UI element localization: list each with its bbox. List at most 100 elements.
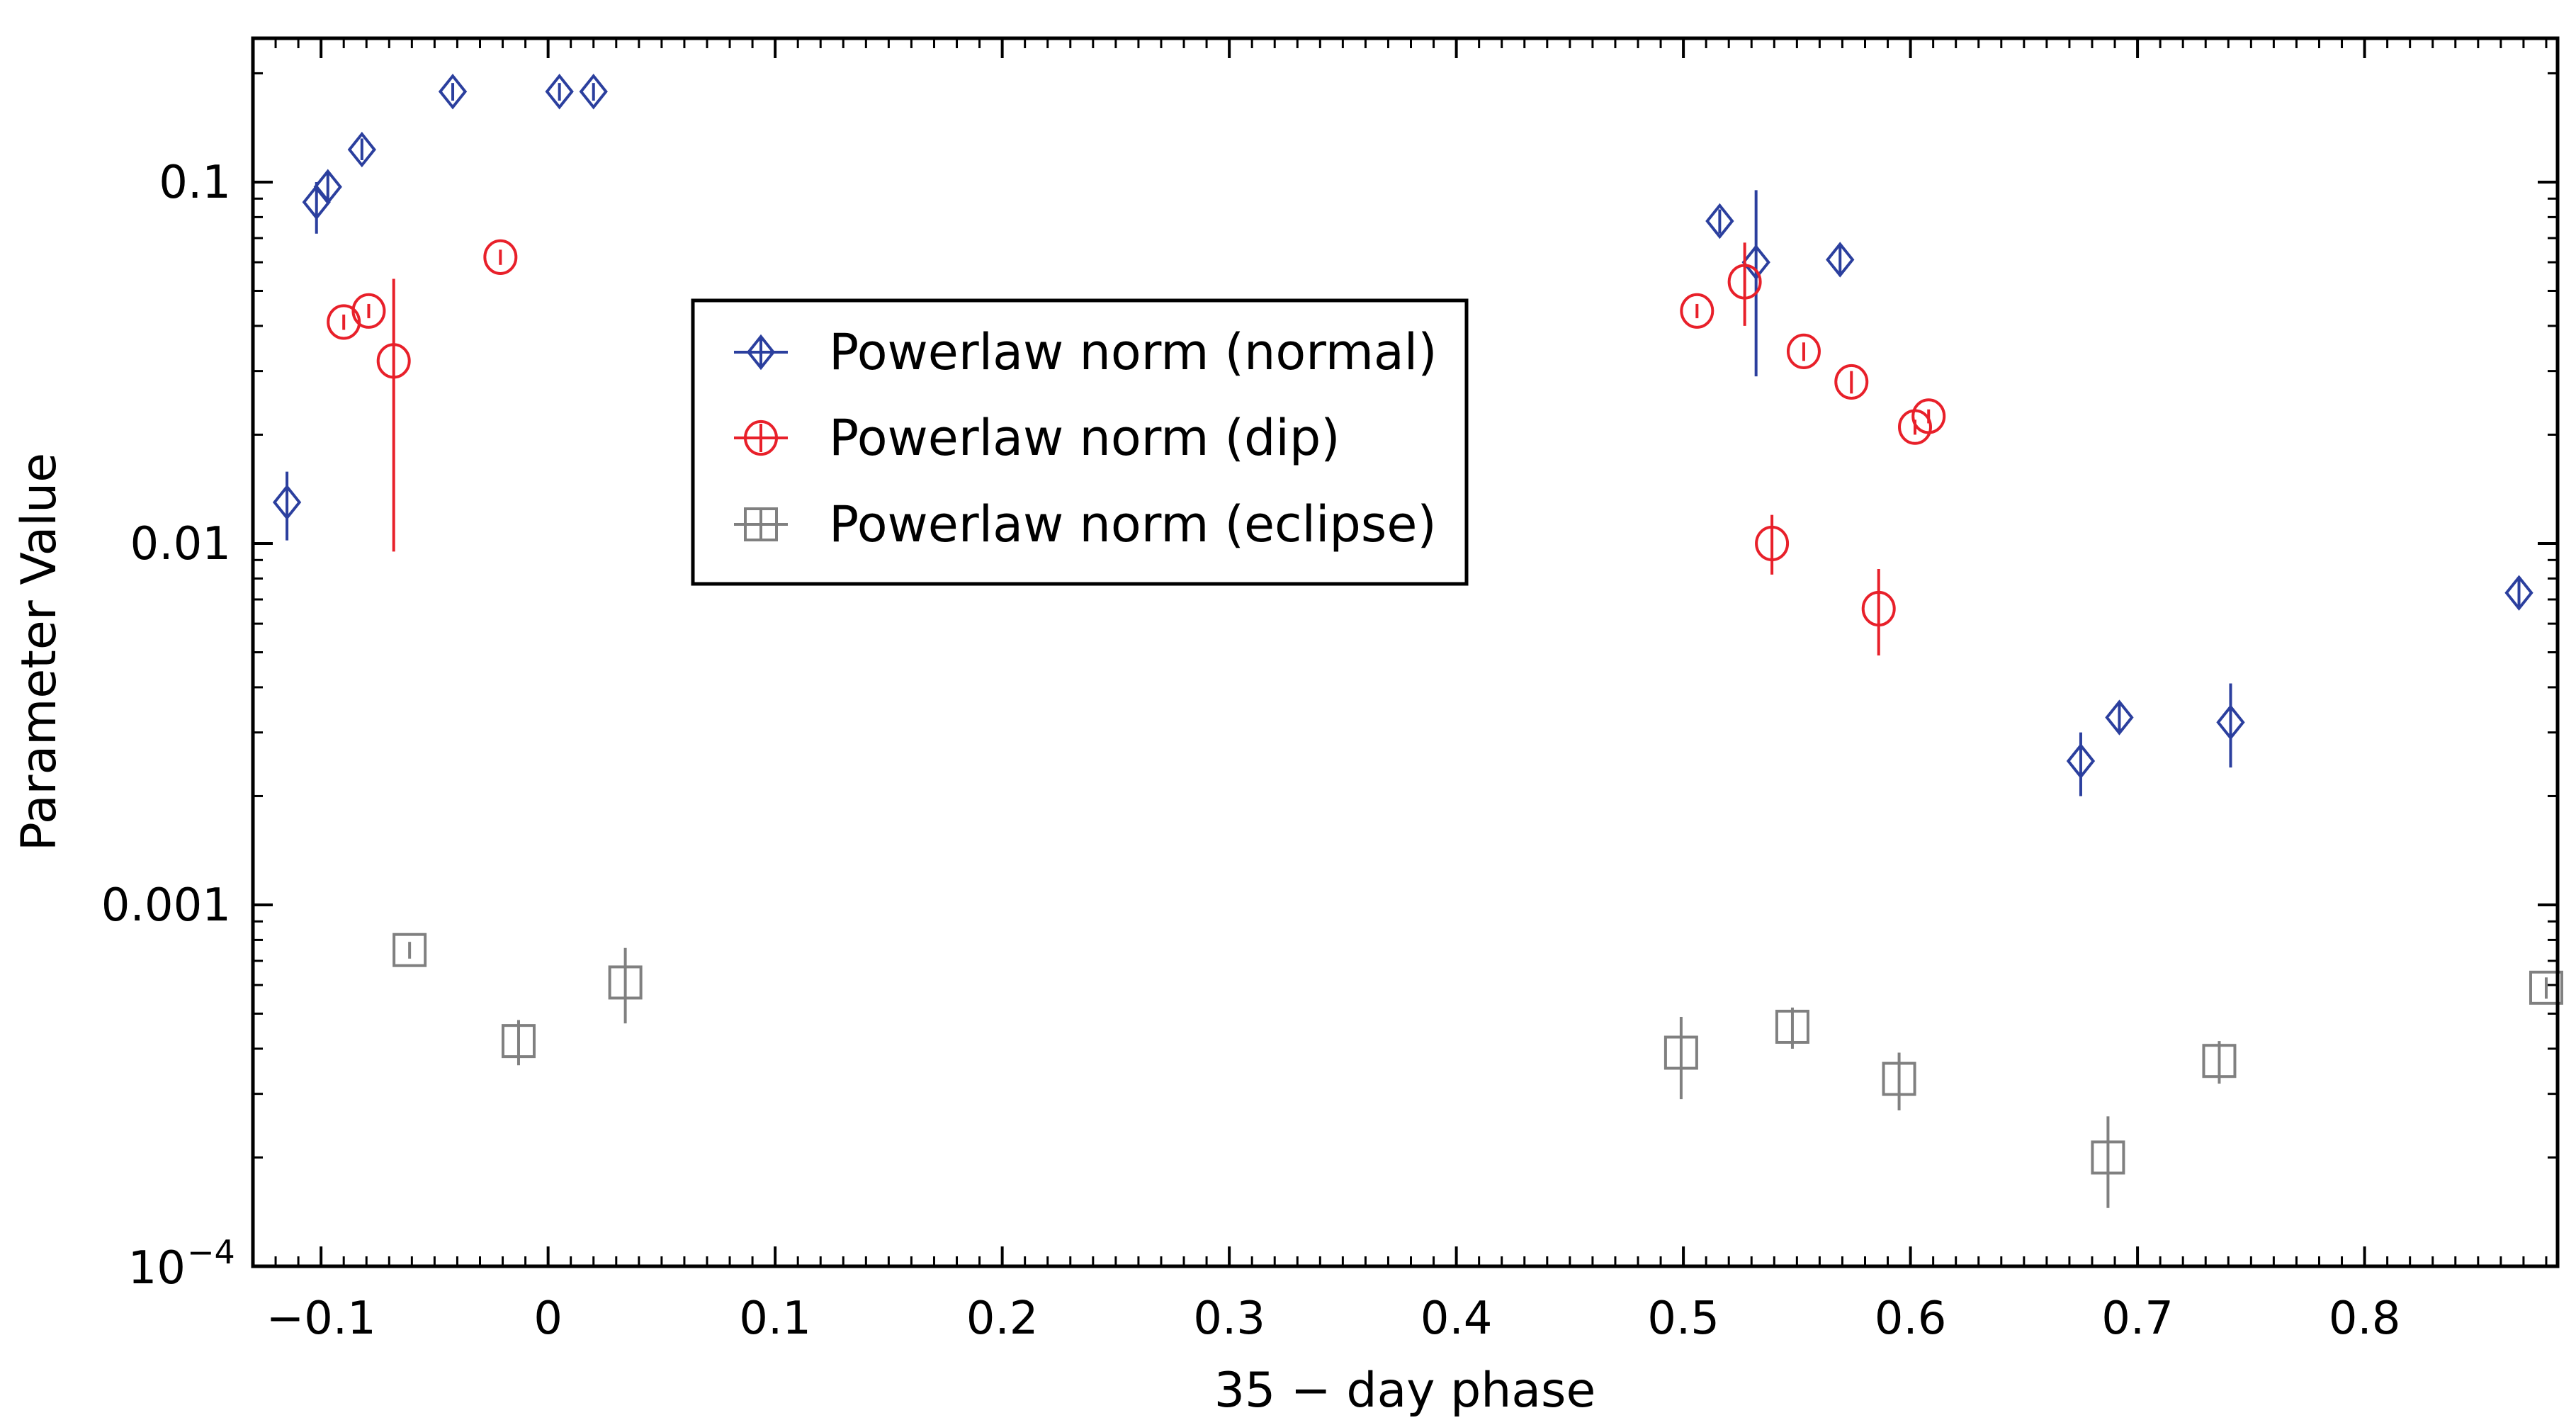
tick-labels: −0.1 0 0.1 0.2 0.3 0.4 0.5 0.6 0.7 0.8 0.1 0.01 0.00… xyxy=(101,157,2401,1345)
y-tick-label: 0.01 xyxy=(130,518,232,570)
data-point xyxy=(2216,683,2245,768)
data-point xyxy=(1786,333,1821,370)
x-axis-title: 35 − day phase xyxy=(1214,1363,1596,1419)
x-tick-label: 0.5 xyxy=(1647,1292,1719,1345)
data-point xyxy=(351,293,386,329)
x-tick-label: 0.3 xyxy=(1193,1292,1265,1345)
point-marker xyxy=(1755,525,1790,562)
data-point xyxy=(2504,575,2533,611)
point-marker xyxy=(1826,242,1855,278)
data-point xyxy=(392,933,427,967)
point-marker xyxy=(545,74,574,110)
legend-marker xyxy=(744,419,778,456)
point-marker xyxy=(1834,364,1869,400)
data-point xyxy=(376,278,411,552)
data-point xyxy=(1826,242,1855,278)
point-marker xyxy=(2529,970,2563,1005)
x-tick-label: 0.4 xyxy=(1420,1292,1493,1345)
point-marker xyxy=(438,74,468,110)
series-layer xyxy=(272,74,2563,1208)
point-marker xyxy=(501,1024,536,1059)
point-marker xyxy=(272,484,302,521)
point-marker xyxy=(1882,1061,1916,1096)
point-marker xyxy=(483,239,518,275)
legend-label: Powerlaw norm (normal) xyxy=(829,323,1437,381)
x-tick-label: 0.6 xyxy=(1875,1292,1947,1345)
series-square xyxy=(392,933,2563,1208)
data-point xyxy=(483,239,518,275)
major-ticks xyxy=(253,38,2558,1268)
legend-entry: Powerlaw norm (normal) xyxy=(734,323,1437,381)
x-tick-label: −0.1 xyxy=(266,1292,375,1345)
point-marker xyxy=(2202,1044,2237,1078)
point-marker xyxy=(313,169,342,205)
point-marker xyxy=(1680,293,1714,329)
point-marker xyxy=(2504,575,2533,611)
point-marker xyxy=(1741,244,1770,281)
data-point xyxy=(1882,1052,1916,1110)
y-axis-title: Parameter Value xyxy=(11,453,67,851)
data-point xyxy=(1911,398,1946,434)
x-tick-label: 0.8 xyxy=(2329,1292,2401,1345)
point-marker xyxy=(1775,1009,1809,1044)
plot-frame xyxy=(251,36,2560,1268)
point-marker xyxy=(351,293,386,329)
point-marker xyxy=(1786,333,1821,370)
y-tick-label: 0.1 xyxy=(159,157,231,209)
legend-marker xyxy=(746,334,776,371)
data-point xyxy=(313,169,342,205)
data-point xyxy=(327,304,361,340)
x-tick-label: 0.7 xyxy=(2101,1292,2174,1345)
point-marker xyxy=(347,131,376,168)
y-tick-label-exp: −4 xyxy=(187,1233,235,1271)
point-marker xyxy=(1861,590,1896,627)
data-point xyxy=(579,74,608,110)
legend-label: Powerlaw norm (dip) xyxy=(829,409,1340,467)
point-marker xyxy=(1727,264,1762,300)
series-diamond xyxy=(272,74,2533,796)
point-marker xyxy=(2091,1140,2125,1175)
data-point xyxy=(2202,1041,2237,1084)
point-marker xyxy=(376,343,411,379)
data-point xyxy=(2091,1116,2125,1208)
data-point xyxy=(501,1020,536,1066)
point-marker xyxy=(392,933,427,967)
point-marker xyxy=(1663,1035,1698,1070)
point-marker xyxy=(608,965,643,1000)
data-point xyxy=(2529,970,2563,1005)
data-point xyxy=(1680,293,1714,329)
point-marker xyxy=(327,304,361,340)
data-point xyxy=(1775,1007,1809,1049)
x-tick-label: 0.1 xyxy=(739,1292,811,1345)
data-point xyxy=(1755,514,1790,575)
data-point xyxy=(272,471,302,541)
legend-marker xyxy=(744,507,778,541)
legend: Powerlaw norm (normal) Powerlaw norm (dip… xyxy=(691,298,1469,586)
legend-entry: Powerlaw norm (dip) xyxy=(734,409,1340,467)
point-marker xyxy=(2105,699,2134,736)
data-point xyxy=(347,131,376,168)
legend-label: Powerlaw norm (eclipse) xyxy=(829,495,1437,553)
legend-entry: Powerlaw norm (eclipse) xyxy=(734,495,1437,553)
y-tick-label-base: 10 xyxy=(128,1242,186,1295)
point-marker xyxy=(1705,203,1734,240)
data-point xyxy=(1861,568,1896,655)
data-point xyxy=(608,947,643,1024)
data-point xyxy=(1741,190,1770,377)
point-marker xyxy=(2216,704,2245,740)
series-circle xyxy=(327,239,1946,655)
data-point xyxy=(2066,732,2096,796)
x-tick-label: 0 xyxy=(533,1292,563,1345)
point-marker xyxy=(1911,398,1946,434)
data-point xyxy=(1663,1016,1698,1100)
data-point xyxy=(438,74,468,110)
data-point xyxy=(1705,203,1734,240)
legend-box xyxy=(691,298,1469,586)
data-point xyxy=(2105,699,2134,736)
data-point xyxy=(545,74,574,110)
point-marker xyxy=(579,74,608,110)
y-tick-label: 0.001 xyxy=(101,879,231,932)
data-point xyxy=(1727,242,1762,326)
